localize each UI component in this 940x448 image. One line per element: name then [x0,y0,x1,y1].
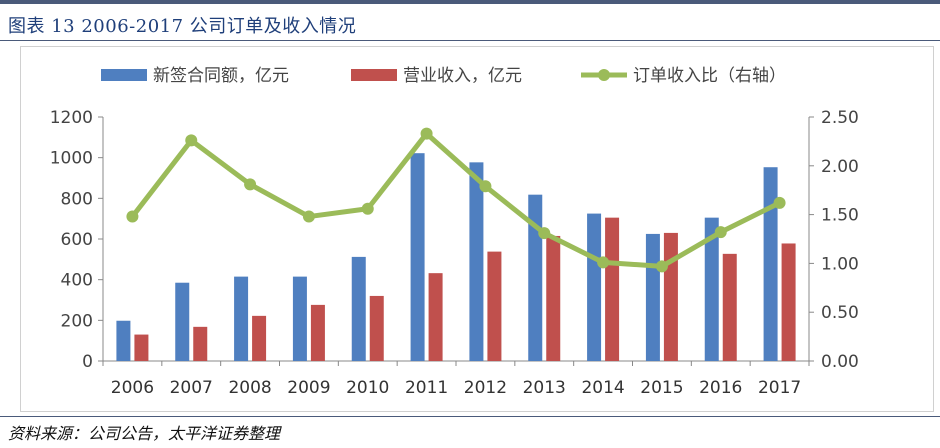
left-tick-label: 400 [61,271,93,291]
ratio-point [479,180,492,193]
x-tick-label: 2010 [346,378,389,398]
x-tick-label: 2006 [111,378,154,398]
ratio-point [538,227,551,240]
ratio-point [597,256,610,269]
legend-new-contracts-label: 新签合同额，亿元 [153,66,289,86]
bar-revenue [428,273,443,361]
left-tick-label: 200 [61,311,93,331]
legend-revenue-swatch [351,69,397,81]
bar-new-contracts [528,194,543,361]
bar-new-contracts [351,256,366,361]
ratio-point [361,202,374,215]
bars [116,153,796,361]
legend-ratio-label: 订单收入比（右轴） [633,66,786,86]
bar-revenue [369,295,384,361]
bar-new-contracts [645,233,660,361]
bar-revenue [605,217,620,361]
left-tick-label: 1200 [50,108,93,128]
chart-svg: 新签合同额，亿元 营业收入，亿元 订单收入比（右轴） 0 200 400 600 800 10… [50,66,859,398]
bar-revenue [134,334,149,361]
figure-title: 图表 13 2006-2017 公司订单及收入情况 [8,16,357,37]
x-tick-label: 2007 [170,378,213,398]
left-tick-label: 600 [61,230,93,250]
bar-new-contracts [175,282,190,361]
bar-new-contracts [587,213,602,361]
ratio-point [420,127,433,140]
right-axis: 0.00 0.50 1.00 1.50 2.00 2.50 [808,108,859,372]
ratio-point [714,226,727,239]
title-rule [0,40,940,41]
bar-revenue [722,253,737,361]
ratio-line [126,127,786,273]
x-tick-label: 2012 [464,378,507,398]
x-tick-label: 2008 [228,378,271,398]
x-axis: 2006 2007 2008 2009 2010 2011 2012 2013 2014 2015… [102,360,810,398]
x-tick-label: 2015 [640,378,683,398]
x-tick-label: 2013 [523,378,566,398]
bar-new-contracts [292,276,307,361]
bar-new-contracts [116,320,131,361]
x-tick-label: 2011 [405,378,448,398]
x-tick-label: 2014 [581,378,624,398]
x-tick-label: 2009 [287,378,330,398]
legend-revenue-label: 营业收入，亿元 [403,66,522,86]
ratio-point [655,260,668,273]
left-axis: 0 200 400 600 800 1000 1200 [50,108,104,372]
bar-new-contracts [234,276,249,361]
bar-revenue [487,251,502,361]
bar-new-contracts [469,162,484,361]
ratio-point [126,210,139,223]
legend: 新签合同额，亿元 营业收入，亿元 订单收入比（右轴） [101,66,786,86]
bar-revenue [663,232,678,361]
left-tick-label: 800 [61,189,93,209]
bar-new-contracts [763,167,778,361]
left-tick-label: 1000 [50,149,93,169]
legend-ratio-marker [598,69,610,81]
bar-revenue [252,315,267,361]
bottom-rule [0,416,940,417]
source-note: 资料来源：公司公告，太平洋证券整理 [8,424,281,443]
bar-revenue [546,235,561,361]
right-tick-label: 1.50 [821,206,859,226]
ratio-point [773,196,786,209]
bar-revenue [310,304,325,361]
chart-frame: 新签合同额，亿元 营业收入，亿元 订单收入比（右轴） 0 200 400 600 800 10… [20,46,934,412]
x-tick-label: 2016 [699,378,742,398]
right-tick-label: 2.50 [821,108,859,128]
x-tick-label: 2017 [758,378,801,398]
ratio-point [244,178,257,191]
bar-revenue [193,326,208,361]
top-rule [0,0,940,4]
legend-new-contracts-swatch [101,69,147,81]
ratio-point [302,210,315,223]
ratio-line-path [129,131,783,269]
bar-revenue [781,243,796,361]
right-tick-label: 2.00 [821,157,859,177]
right-tick-label: 0.00 [821,352,859,372]
right-tick-label: 1.00 [821,254,859,274]
right-tick-label: 0.50 [821,303,859,323]
left-tick-label: 0 [82,352,93,372]
bar-new-contracts [410,153,425,361]
bar-new-contracts [704,217,719,361]
ratio-point [185,134,198,147]
